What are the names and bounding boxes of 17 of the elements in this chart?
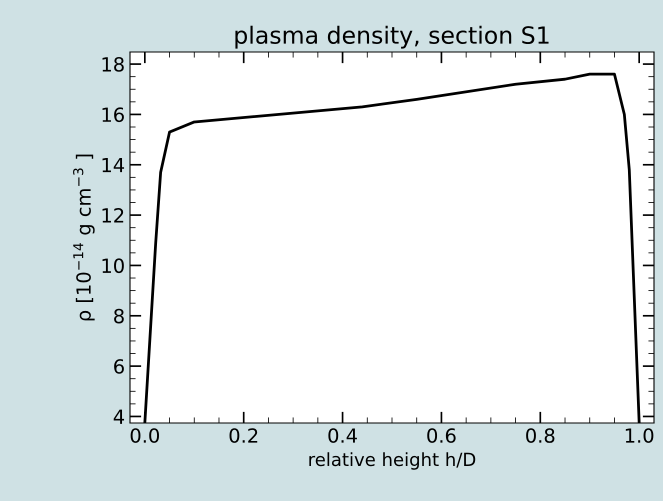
y-tick-label: 8: [114, 308, 124, 324]
x-tick-label: 0.2: [230, 428, 258, 443]
y-tick-label: 6: [114, 359, 124, 374]
x-tick-label: 0.4: [328, 428, 357, 443]
x-tick-label: 1.0: [626, 428, 654, 443]
x-tick-label: 0.0: [130, 428, 159, 443]
y-tick-label: 16: [102, 107, 124, 122]
x-axis-title: relative height h/D: [309, 452, 476, 470]
y-tick-label: 14: [102, 158, 124, 172]
x-tick-label: 0.8: [526, 428, 554, 443]
y-tick-label: 12: [102, 208, 124, 222]
y-tick-label: 10: [102, 258, 124, 274]
y-tick-label: 4: [114, 410, 124, 424]
x-tick-label: 0.6: [427, 428, 456, 443]
y-axis-title: ρ [10$^{−14}$ g cm$^{−3}$ ]: [73, 154, 95, 320]
y-tick-label: 18: [102, 57, 124, 72]
chart-title: plasma density, section S1: [235, 26, 549, 49]
